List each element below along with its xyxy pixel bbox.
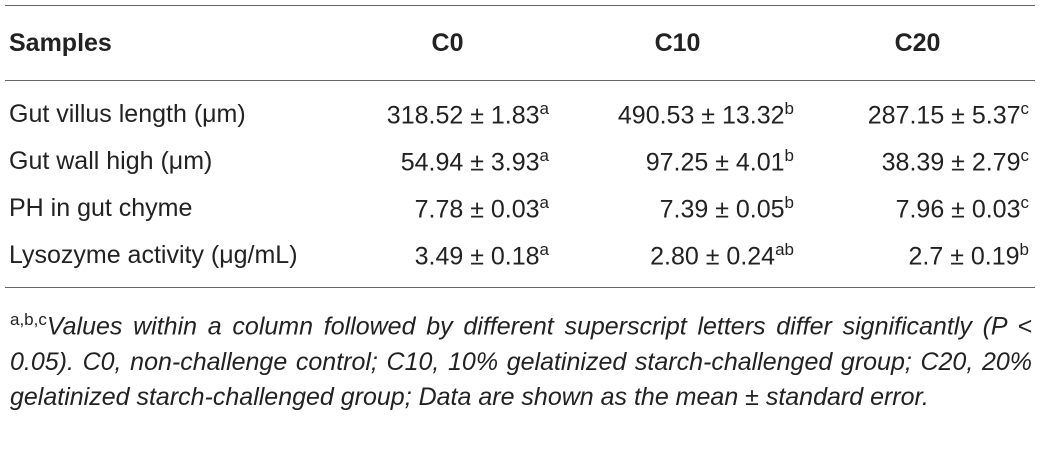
cell: 7.78 ± 0.03a: [340, 185, 555, 232]
table-row: Lysozyme activity (μg/mL) 3.49 ± 0.18a 2.8…: [5, 232, 1035, 288]
cell-superscript: c: [1020, 98, 1030, 118]
cell-superscript: c: [1020, 145, 1030, 165]
cell-text: 318.52 ± 1.83: [386, 101, 540, 130]
cell-text: 38.39 ± 2.79: [881, 148, 1021, 177]
cell: 287.15 ± 5.37c: [800, 81, 1035, 139]
data-table: Samples C0 C10 C20 Gut villus length (μm) 31…: [5, 5, 1035, 288]
cell-text: 2.7 ± 0.19: [908, 242, 1020, 271]
cell: 97.25 ± 4.01b: [555, 138, 800, 185]
row-label: PH in gut chyme: [5, 185, 340, 232]
cell-text: 287.15 ± 5.37: [867, 101, 1021, 130]
cell-superscript: c: [1020, 192, 1030, 212]
footnote: a,b,cValues within a column followed by …: [10, 302, 1032, 416]
cell-text: 7.96 ± 0.03: [895, 195, 1021, 224]
cell-text: Gut villus length (μm): [9, 100, 246, 128]
row-label: Gut wall high (μm): [5, 138, 340, 185]
column-header: C10: [555, 5, 800, 81]
cell-superscript: b: [784, 192, 794, 212]
row-label: Lysozyme activity (μg/mL): [5, 232, 340, 288]
footnote-sup: a,b,c: [10, 310, 47, 329]
row-label: Gut villus length (μm): [5, 81, 340, 139]
cell-superscript: b: [1019, 239, 1029, 259]
page: Samples C0 C10 C20 Gut villus length (μm) 31…: [0, 5, 1040, 456]
cell-superscript: a: [539, 239, 549, 259]
cell-superscript: a: [539, 192, 549, 212]
footnote-text: Values within a column followed by diffe…: [10, 312, 1032, 412]
cell-superscript: a: [539, 145, 549, 165]
cell-text: 490.53 ± 13.32: [617, 101, 785, 130]
cell-superscript: ab: [775, 239, 794, 259]
cell-text: PH in gut chyme: [9, 194, 193, 222]
table-row: Gut wall high (μm) 54.94 ± 3.93a 97.25 ± 4…: [5, 138, 1035, 185]
cell-text: Gut wall high (μm): [9, 147, 213, 175]
cell-text: 97.25 ± 4.01: [645, 148, 785, 177]
cell-text: 2.80 ± 0.24: [650, 242, 776, 271]
cell-text: 54.94 ± 3.93: [400, 148, 540, 177]
column-header: C20: [800, 5, 1035, 81]
table-row: Gut villus length (μm) 318.52 ± 1.83a 490.…: [5, 81, 1035, 139]
cell-superscript: b: [784, 98, 794, 118]
column-header: C0: [340, 5, 555, 81]
cell: 2.80 ± 0.24ab: [555, 232, 800, 288]
table-body: Gut villus length (μm) 318.52 ± 1.83a 490.…: [5, 81, 1035, 288]
cell: 7.96 ± 0.03c: [800, 185, 1035, 232]
cell: 318.52 ± 1.83a: [340, 81, 555, 139]
header-row: Samples C0 C10 C20: [5, 5, 1035, 81]
cell-text: 7.39 ± 0.05: [659, 195, 785, 224]
cell: 3.49 ± 0.18a: [340, 232, 555, 288]
cell: 490.53 ± 13.32b: [555, 81, 800, 139]
cell: 2.7 ± 0.19b: [800, 232, 1035, 288]
cell-text: Lysozyme activity (μg/mL): [9, 241, 298, 269]
cell-text: 3.49 ± 0.18: [414, 242, 540, 271]
table-row: PH in gut chyme 7.78 ± 0.03a 7.39 ± 0.05b 7…: [5, 185, 1035, 232]
cell: 54.94 ± 3.93a: [340, 138, 555, 185]
cell-text: 7.78 ± 0.03: [414, 195, 540, 224]
column-header: Samples: [5, 5, 340, 81]
cell: 7.39 ± 0.05b: [555, 185, 800, 232]
cell-superscript: b: [784, 145, 794, 165]
cell-superscript: a: [539, 98, 549, 118]
cell: 38.39 ± 2.79c: [800, 138, 1035, 185]
